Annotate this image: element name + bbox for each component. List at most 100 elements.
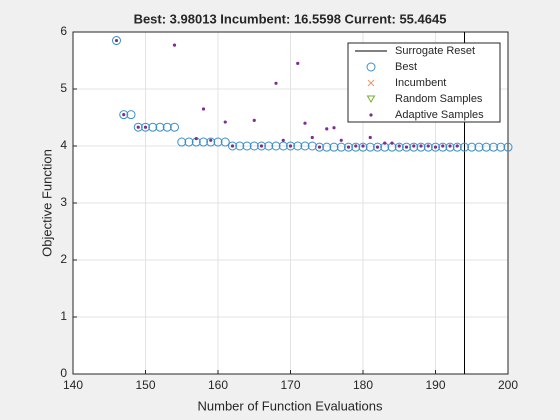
y-axis-label: Objective Function (39, 149, 54, 257)
best-point (496, 142, 506, 152)
adaptive-point (209, 138, 213, 142)
best-point (264, 141, 274, 151)
best-point (315, 142, 324, 152)
best-point (373, 142, 382, 152)
legend-symbol (366, 95, 376, 103)
adaptive-point (332, 126, 336, 130)
best-point (293, 141, 303, 151)
adaptive-point (346, 145, 351, 149)
best-point (322, 142, 332, 152)
adaptive-point (296, 61, 300, 65)
best-point (329, 142, 339, 152)
adaptive-point (143, 125, 148, 129)
adaptive-point (361, 144, 365, 148)
best-point (184, 137, 194, 147)
legend-label: Incumbent (395, 77, 446, 89)
best-point (286, 141, 295, 151)
best-point (336, 142, 346, 152)
legend: Surrogate Reset Best Incumbent Random Sampl… (347, 42, 501, 123)
best-point (249, 141, 259, 151)
adaptive-point (303, 121, 307, 125)
x-tick-label: 170 (280, 378, 300, 392)
best-point (235, 141, 245, 151)
best-point (278, 141, 288, 151)
y-tick-label: 5 (60, 81, 67, 95)
best-point (206, 137, 216, 147)
adaptive-point (397, 144, 401, 148)
best-point (481, 142, 491, 152)
best-point (126, 110, 136, 120)
chart-title: Best: 3.98013 Incumbent: 16.5598 Current… (134, 11, 447, 26)
y-tick-label: 3 (60, 195, 67, 209)
adaptive-point (455, 144, 459, 148)
best-point (423, 142, 433, 152)
adaptive-point (375, 145, 380, 149)
best-point (220, 137, 230, 147)
y-tick-label: 1 (60, 309, 67, 323)
legend-label: Random Samples (395, 93, 483, 105)
adaptive-point (390, 141, 394, 145)
adaptive-point (201, 107, 206, 111)
adaptive-point (441, 144, 445, 148)
adaptive-point (325, 127, 329, 131)
adaptive-point (412, 144, 416, 148)
best-point (452, 142, 462, 152)
y-tick-label: 2 (60, 252, 67, 266)
adaptive-point (368, 135, 372, 140)
adaptive-point (310, 135, 314, 140)
legend-label: Surrogate Reset (395, 45, 475, 57)
best-point (344, 142, 353, 152)
y-tick-label: 4 (60, 138, 67, 152)
best-point (467, 142, 477, 152)
best-point (213, 137, 223, 147)
best-point (351, 142, 361, 152)
best-point (394, 142, 404, 152)
x-tick-label: 180 (353, 378, 373, 392)
y-tick-label: 0 (60, 366, 67, 380)
adaptive-point (223, 120, 227, 124)
x-tick-label: 200 (498, 378, 518, 392)
adaptive-point (259, 144, 264, 148)
legend-symbol (366, 62, 376, 72)
best-point (474, 142, 484, 152)
legend-box (347, 42, 501, 123)
best-point (503, 142, 513, 152)
best-point (445, 142, 455, 152)
adaptive-point (339, 138, 343, 142)
best-point (162, 122, 172, 132)
adaptive-point (404, 145, 409, 149)
best-point (119, 110, 129, 120)
best-point (228, 141, 237, 151)
x-axis-label: Number of Function Evaluations (198, 398, 383, 413)
adaptive-point (274, 81, 278, 85)
best-point (133, 122, 143, 132)
best-point (242, 141, 252, 151)
adaptive-point (252, 118, 256, 122)
adaptive-point (419, 144, 423, 148)
adaptive-point (433, 145, 438, 149)
axes-box (72, 31, 509, 375)
best-point (141, 122, 150, 132)
best-point (409, 142, 419, 152)
x-tick-label: 190 (425, 378, 445, 392)
legend-label: Adaptive Samples (395, 109, 484, 121)
legend-symbol (369, 113, 373, 117)
adaptive-point (288, 144, 293, 148)
adaptive-point (172, 43, 177, 47)
best-point (489, 142, 498, 152)
best-point (438, 142, 448, 152)
best-point (300, 141, 310, 151)
adaptive-point (383, 141, 387, 145)
x-tick-label: 140 (63, 378, 83, 392)
adaptive-point (354, 144, 358, 148)
adaptive-point (426, 144, 430, 148)
best-point (170, 122, 179, 132)
best-point (257, 141, 266, 151)
adaptive-point (281, 138, 285, 142)
best-point (148, 122, 158, 132)
best-point (358, 142, 368, 152)
adaptive-point (136, 125, 140, 129)
best-point (402, 142, 411, 152)
x-tick-label: 160 (208, 378, 228, 392)
